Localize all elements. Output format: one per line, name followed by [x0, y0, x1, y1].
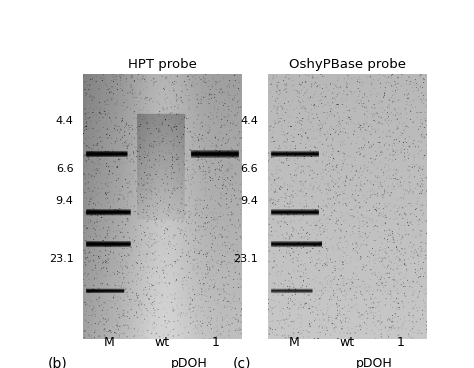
- Text: M: M: [104, 336, 115, 349]
- Text: 9.4: 9.4: [240, 196, 258, 206]
- Text: 9.4: 9.4: [55, 196, 73, 206]
- Text: M: M: [289, 336, 300, 349]
- Text: OshyPBase probe: OshyPBase probe: [289, 58, 406, 71]
- Text: 23.1: 23.1: [49, 254, 73, 264]
- Text: wt: wt: [340, 336, 355, 349]
- Text: wt: wt: [155, 336, 170, 349]
- Text: pDOH: pDOH: [171, 357, 208, 368]
- Text: pDOH: pDOH: [356, 357, 392, 368]
- Text: HPT probe: HPT probe: [128, 58, 197, 71]
- Text: 6.6: 6.6: [56, 164, 73, 174]
- Text: (c): (c): [233, 356, 251, 368]
- Text: 4.4: 4.4: [55, 116, 73, 126]
- Text: 23.1: 23.1: [234, 254, 258, 264]
- Text: (b): (b): [48, 356, 68, 368]
- Text: 4.4: 4.4: [240, 116, 258, 126]
- Text: 1: 1: [396, 336, 404, 349]
- Text: 1: 1: [211, 336, 219, 349]
- Text: 6.6: 6.6: [241, 164, 258, 174]
